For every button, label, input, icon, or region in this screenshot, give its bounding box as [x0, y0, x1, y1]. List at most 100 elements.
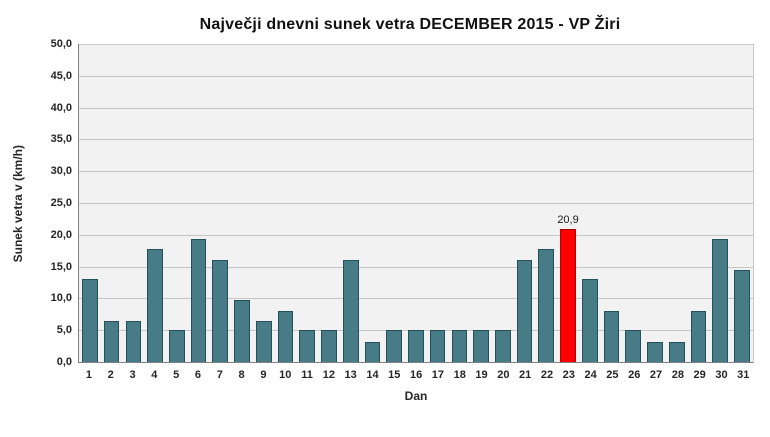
bar-slot-day-21 — [514, 44, 536, 362]
bar-series: 20,9 — [79, 44, 753, 362]
bar-slot-day-30 — [709, 44, 731, 362]
x-tick-label: 27 — [649, 369, 663, 381]
y-tick-label: 25,0 — [50, 197, 72, 209]
y-axis-title-text: Sunek vetra v (km/h) — [11, 144, 25, 263]
bar-day-24 — [581, 279, 598, 362]
x-tick-label: 4 — [151, 369, 158, 381]
bar-day-29 — [690, 311, 707, 362]
bar-slot-day-3 — [122, 44, 144, 362]
x-tick-label: 17 — [431, 369, 445, 381]
bar-slot-day-27 — [644, 44, 666, 362]
bar-value-label: 20,9 — [557, 214, 579, 227]
y-tick-label: 0,0 — [56, 356, 72, 368]
bar-day-18 — [451, 330, 468, 362]
y-tick-label: 45,0 — [50, 69, 72, 82]
bar-slot-day-29 — [688, 44, 710, 362]
bar-slot-day-11 — [296, 44, 318, 362]
bar-slot-day-25 — [601, 44, 623, 362]
x-axis-title-row: Dan — [6, 381, 754, 403]
bar-day-16 — [408, 330, 424, 362]
x-tick-label: 7 — [216, 369, 223, 381]
chart-body: Sunek vetra v (km/h) 0,0 5,0 10,0 15,0 20,0 2… — [6, 38, 754, 368]
bar-slot-day-12 — [318, 44, 340, 362]
bar-slot-day-20 — [492, 44, 514, 362]
bar-day-10 — [277, 311, 294, 362]
y-tick-label: 5,0 — [56, 324, 72, 337]
bar-slot-day-5 — [166, 44, 188, 362]
bar-day-14 — [364, 341, 381, 362]
bar-day-30 — [712, 238, 728, 362]
bar-day-20 — [495, 330, 511, 362]
bar-slot-day-24 — [579, 44, 601, 362]
x-tick-label: 9 — [260, 369, 267, 381]
plot-area: 20,9 — [78, 44, 754, 363]
grid-line — [79, 234, 753, 236]
x-tick-label: 11 — [301, 369, 313, 381]
bar-slot-day-2 — [101, 44, 123, 362]
x-tick-label: 12 — [322, 369, 335, 381]
bar-day-13 — [342, 259, 359, 362]
bar-day-25 — [603, 311, 620, 362]
bar-day-19 — [473, 330, 489, 362]
x-tick-label: 10 — [279, 369, 292, 381]
bar-slot-day-26 — [622, 44, 644, 362]
x-tick-label: 15 — [388, 369, 401, 381]
bar-day-27 — [647, 341, 663, 362]
bar-day-22 — [538, 249, 555, 362]
x-tick-label: 2 — [107, 369, 114, 381]
grid-line — [79, 171, 753, 173]
bar-day-8 — [234, 300, 250, 362]
y-tick-label: 20,0 — [50, 228, 72, 241]
x-tick-label: 18 — [453, 369, 466, 381]
x-tick-label: 29 — [693, 369, 706, 381]
bar-slot-day-1 — [79, 44, 101, 362]
x-tick-label: 5 — [173, 369, 180, 381]
y-tick-label: 10,0 — [50, 292, 72, 305]
x-tick-label: 19 — [475, 369, 488, 381]
bar-slot-day-6 — [188, 44, 210, 362]
bar-day-9 — [255, 320, 272, 362]
y-axis-title: Sunek vetra v (km/h) — [6, 44, 30, 363]
grid-line — [79, 107, 753, 109]
x-axis-tick-labels: 1 2 3 4 5 6 7 8 9 10 11 12 13 14 15 16 17 18 19 20 21 22 23 24 2… — [78, 363, 754, 381]
grid-line — [79, 298, 753, 300]
bar-day-11 — [299, 330, 316, 362]
x-tick-label: 22 — [540, 369, 554, 381]
x-tick-label: 20 — [497, 369, 510, 381]
bar-day-7 — [212, 259, 229, 362]
x-tick-label: 24 — [584, 369, 597, 381]
x-tick-label: 21 — [519, 369, 532, 381]
bar-day-6 — [190, 238, 207, 362]
bar-day-12 — [321, 330, 337, 362]
y-tick-label: 15,0 — [50, 260, 72, 273]
bar-slot-day-23: 20,9 — [557, 44, 579, 362]
bar-slot-day-18 — [448, 44, 470, 362]
bar-day-31 — [734, 269, 750, 362]
bar-slot-day-31 — [731, 44, 753, 362]
bar-day-4 — [147, 249, 163, 362]
y-tick-label: 35,0 — [50, 133, 72, 146]
bar-slot-day-9 — [253, 44, 275, 362]
x-tick-label: 31 — [737, 369, 750, 381]
bar-slot-day-14 — [362, 44, 384, 362]
x-tick-label: 6 — [194, 369, 202, 381]
y-tick-label: 30,0 — [50, 165, 72, 178]
bar-slot-day-4 — [144, 44, 166, 362]
x-tick-label: 26 — [628, 369, 641, 381]
bar-slot-day-28 — [666, 44, 688, 362]
y-tick-label: 50,0 — [50, 38, 72, 50]
bar-day-23 — [560, 229, 576, 362]
x-tick-label: 8 — [238, 369, 245, 381]
x-tick-label: 14 — [366, 369, 379, 381]
chart-title: Največji dnevni sunek vetra DECEMBER 201… — [199, 16, 621, 33]
grid-line — [79, 203, 753, 204]
x-tick-label: 28 — [671, 369, 684, 381]
bar-day-2 — [103, 320, 120, 362]
x-tick-label: 23 — [562, 369, 575, 381]
grid-line — [79, 266, 753, 268]
x-tick-label: 13 — [344, 369, 357, 381]
x-tick-label: 3 — [129, 369, 136, 381]
bar-day-28 — [668, 341, 685, 362]
x-tick-label: 25 — [606, 369, 619, 381]
grid-line — [79, 139, 753, 141]
